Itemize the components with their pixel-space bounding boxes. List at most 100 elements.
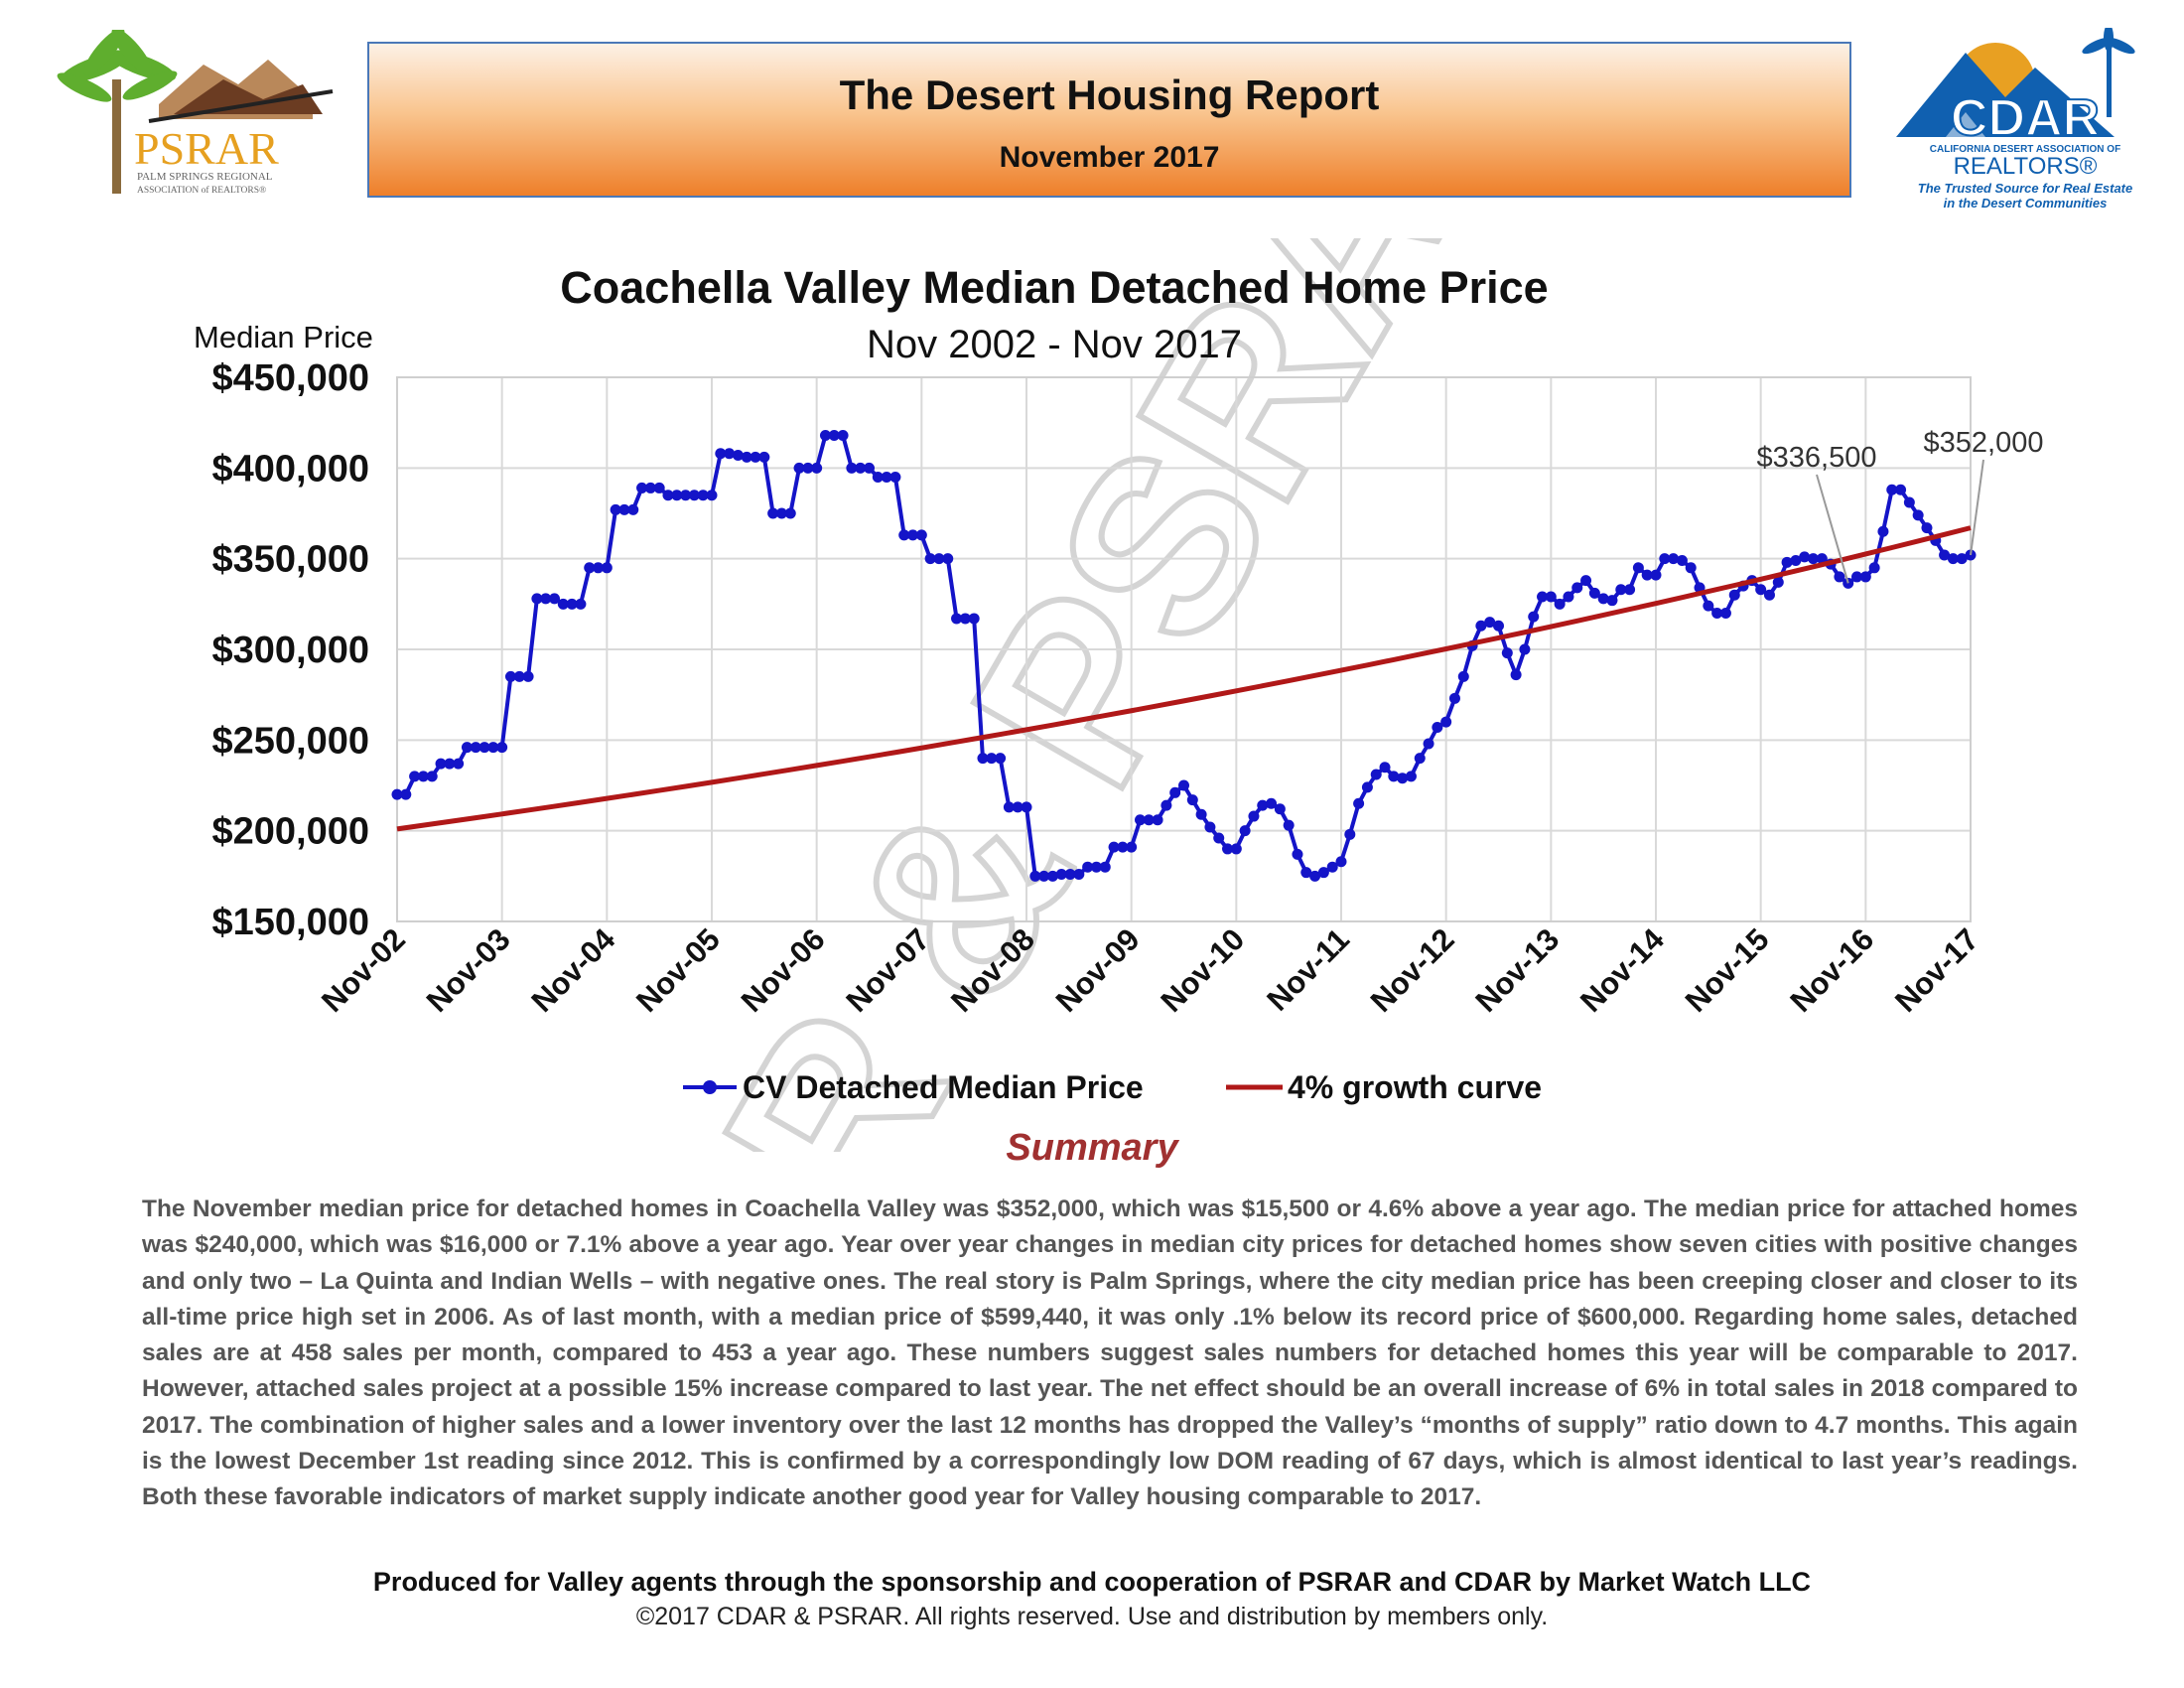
annotation-label: $352,000 <box>1924 427 2044 459</box>
data-point-median-price <box>1816 553 1828 565</box>
mountain-shape-dark <box>174 79 323 114</box>
data-point-median-price <box>1344 828 1356 840</box>
palm-fronds-icon <box>57 30 178 102</box>
data-point-median-price <box>653 482 665 493</box>
data-point-median-price <box>1632 562 1644 574</box>
chart-grid <box>396 376 1972 922</box>
data-point-median-price <box>1519 643 1531 655</box>
y-tick-label: $200,000 <box>212 811 370 853</box>
data-point-median-price <box>1650 569 1662 581</box>
data-point-median-price <box>1448 692 1460 704</box>
data-point-median-price <box>784 507 796 519</box>
data-point-median-price <box>1029 870 1041 882</box>
data-point-median-price <box>1108 841 1120 853</box>
data-point-median-price <box>1912 509 1924 521</box>
data-point-median-price <box>1947 553 1959 565</box>
data-point-median-price <box>1475 620 1487 632</box>
data-point-median-price <box>775 507 787 519</box>
data-point-median-price <box>741 451 752 463</box>
data-point-median-price <box>1090 861 1102 873</box>
data-point-median-price <box>1588 587 1600 599</box>
x-tick-label: Nov-17 <box>1888 921 1985 1019</box>
data-point-median-price <box>1563 591 1574 603</box>
data-point-median-price <box>1668 553 1680 565</box>
data-point-median-price <box>758 451 770 463</box>
summary-text: The November median price for detached h… <box>142 1196 2078 1511</box>
data-point-median-price <box>802 462 814 474</box>
x-tick-label: Nov-14 <box>1573 921 1671 1019</box>
data-point-median-price <box>750 451 761 463</box>
y-tick-label: $250,000 <box>212 720 370 762</box>
cdar-logo-realtors: REALTORS® <box>1954 153 2098 180</box>
data-point-median-price <box>793 462 805 474</box>
data-point-median-price <box>1624 584 1636 596</box>
data-point-median-price <box>1763 589 1775 601</box>
data-point-median-price <box>487 742 499 754</box>
data-point-median-price <box>1239 825 1251 837</box>
data-point-median-price <box>1405 771 1417 782</box>
data-point-median-price <box>1283 819 1295 831</box>
data-point-median-price <box>566 598 578 610</box>
data-point-median-price <box>1021 801 1032 813</box>
data-point-median-price <box>618 503 630 515</box>
data-point-median-price <box>1213 832 1225 844</box>
logo-line <box>148 89 334 123</box>
data-point-median-price <box>1921 522 1933 534</box>
produced-by-footer: Produced for Valley agents through the s… <box>372 1567 1812 1597</box>
annotation-leader-line <box>1816 474 1849 584</box>
data-point-median-price <box>636 482 648 493</box>
data-point-median-price <box>881 471 892 483</box>
data-point-median-price <box>1537 591 1549 603</box>
x-tick-label: Nov-04 <box>524 921 621 1019</box>
data-point-median-price <box>1230 843 1242 855</box>
y-tick-label: $450,000 <box>212 357 370 399</box>
series-line-growth-curve <box>396 525 1972 832</box>
data-point-median-price <box>644 482 656 493</box>
y-tick-label: $350,000 <box>212 539 370 581</box>
data-point-median-price <box>1703 600 1714 612</box>
data-point-median-price <box>1877 525 1889 537</box>
data-point-median-price <box>697 490 709 501</box>
data-point-median-price <box>767 507 779 519</box>
data-point-median-price <box>1012 801 1024 813</box>
data-point-median-price <box>1326 861 1338 873</box>
data-point-median-price <box>1886 484 1898 495</box>
data-point-median-price <box>627 503 639 515</box>
data-point-median-price <box>522 670 534 682</box>
data-point-median-price <box>942 553 954 565</box>
x-axis-ticks: Nov-02 Nov-03 Nov-04 Nov-05 Nov-06 Nov-07 Nov-… <box>315 921 1985 1019</box>
cdar-logo: CDAR CALIFORNIA DESERT ASSOCIATION OF RE… <box>1896 28 2135 211</box>
psrar-logo-tagline-2: ASSOCIATION of REALTORS® <box>137 185 266 196</box>
y-axis-ticks: $150,000 $200,000 $250,000 $300,000 $350,000… <box>212 357 370 943</box>
data-point-median-price <box>837 429 849 441</box>
data-point-median-price <box>1772 576 1784 588</box>
data-point-median-price <box>1178 779 1189 791</box>
data-point-median-price <box>1186 794 1198 806</box>
data-point-median-price <box>1484 617 1496 629</box>
legend-marker-median <box>703 1080 717 1094</box>
data-point-median-price <box>1493 620 1504 632</box>
data-point-median-price <box>915 529 927 541</box>
y-axis-label: Median Price <box>194 320 373 354</box>
data-point-median-price <box>706 490 718 501</box>
data-point-median-price <box>461 742 473 754</box>
data-point-median-price <box>1606 595 1618 607</box>
data-point-median-price <box>1126 841 1138 853</box>
data-point-median-price <box>1676 554 1688 566</box>
data-point-median-price <box>662 490 674 501</box>
legend-label-median: CV Detached Median Price <box>743 1069 1144 1105</box>
data-point-median-price <box>531 593 543 605</box>
report-date: November 2017 <box>999 141 1220 174</box>
watermark: CDAR & PSRAR <box>399 238 1596 1152</box>
data-point-median-price <box>1046 870 1058 882</box>
data-point-median-price <box>444 758 456 770</box>
data-point-median-price <box>1292 848 1303 860</box>
data-point-median-price <box>1711 607 1723 619</box>
plot-area-border <box>396 376 1972 922</box>
cdar-logo-name: CDAR <box>1951 89 2100 147</box>
data-point-median-price <box>417 771 429 782</box>
data-point-median-price <box>1353 797 1365 809</box>
data-point-median-price <box>1414 753 1426 765</box>
data-point-median-price <box>688 490 700 501</box>
data-point-median-price <box>1397 773 1409 784</box>
